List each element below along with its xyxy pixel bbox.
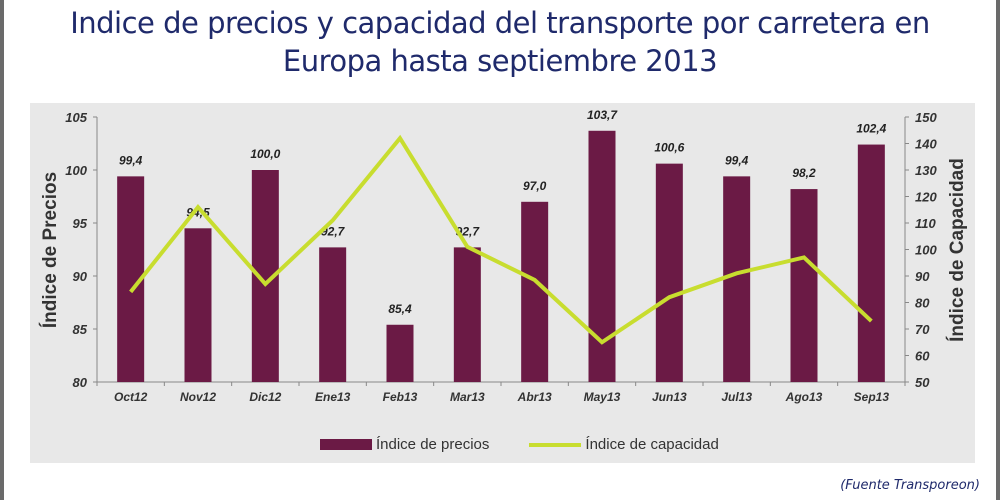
y2-tick-label: 120 [915,190,937,205]
x-tick-label: Jun13 [652,390,687,404]
bar-data-label: 100,6 [654,141,684,155]
y2-tick-label: 140 [915,137,937,152]
bar [319,247,347,382]
bar [857,144,885,382]
bar-data-label: 99,4 [119,153,143,167]
legend-label-capacidad: Índice de capacidad [585,436,719,453]
chart-title: Indice de precios y capacidad del transp… [0,4,1000,80]
chart-title-line2: Europa hasta septiembre 2013 [282,44,718,78]
y2-axis-label: Índice de Capacidad [946,158,968,342]
frame-right-border [996,0,1000,500]
bar-data-label: 85,4 [388,302,412,316]
source-note: (Fuente Transporeon) [840,478,980,493]
x-tick-label: Abr13 [517,390,552,404]
bar [790,189,818,382]
bar-data-label: 100,0 [250,147,280,161]
x-tick-label: Oct12 [114,390,148,404]
y-tick-label: 80 [73,375,88,390]
bar [184,228,212,382]
frame-left-border [0,0,4,500]
bar [521,201,549,382]
legend-swatch-precios [320,439,372,450]
x-tick-label: Jul13 [721,390,752,404]
bar-data-label: 99,4 [725,153,749,167]
capacity-line [129,134,873,345]
x-tick-label: Sep13 [854,390,890,404]
y2-tick-label: 50 [915,375,930,390]
y-tick-label: 90 [73,269,88,284]
y-tick-label: 95 [73,216,88,231]
y2-tick-label: 90 [915,269,930,284]
bar [655,163,683,382]
bar-data-label: 102,4 [856,122,886,136]
bar-data-label: 98,2 [792,166,816,180]
y2-tick-label: 110 [915,216,936,231]
bar-data-label: 97,0 [523,179,547,193]
y2-tick-label: 80 [915,296,930,311]
y2-tick-label: 130 [915,163,937,178]
bar [386,324,414,382]
x-tick-label: Dic12 [249,390,281,404]
x-tick-label: Feb13 [383,390,418,404]
legend-label-precios: Índice de precios [376,436,490,453]
x-tick-label: Mar13 [450,390,485,404]
x-tick-label: May13 [584,390,621,404]
y-tick-label: 85 [73,322,88,337]
x-tick-label: Ago13 [785,390,823,404]
chart-title-line1: Indice de precios y capacidad del transp… [70,6,930,40]
y2-tick-label: 70 [915,322,930,337]
y2-tick-label: 150 [915,110,937,125]
legend-swatch-capacidad [529,442,582,447]
x-tick-label: Nov12 [180,390,216,404]
legend: Índice de precios Índice de capacidad [320,436,719,453]
bar-data-label: 103,7 [587,108,618,122]
bar [453,247,481,382]
y-axis-label: Índice de Precios [39,172,61,328]
y2-tick-label: 100 [915,243,937,258]
y-tick-label: 100 [65,163,87,178]
y-tick-label: 105 [65,110,87,125]
x-tick-label: Ene13 [315,390,351,404]
bar [723,176,751,382]
y2-tick-label: 60 [915,349,930,364]
